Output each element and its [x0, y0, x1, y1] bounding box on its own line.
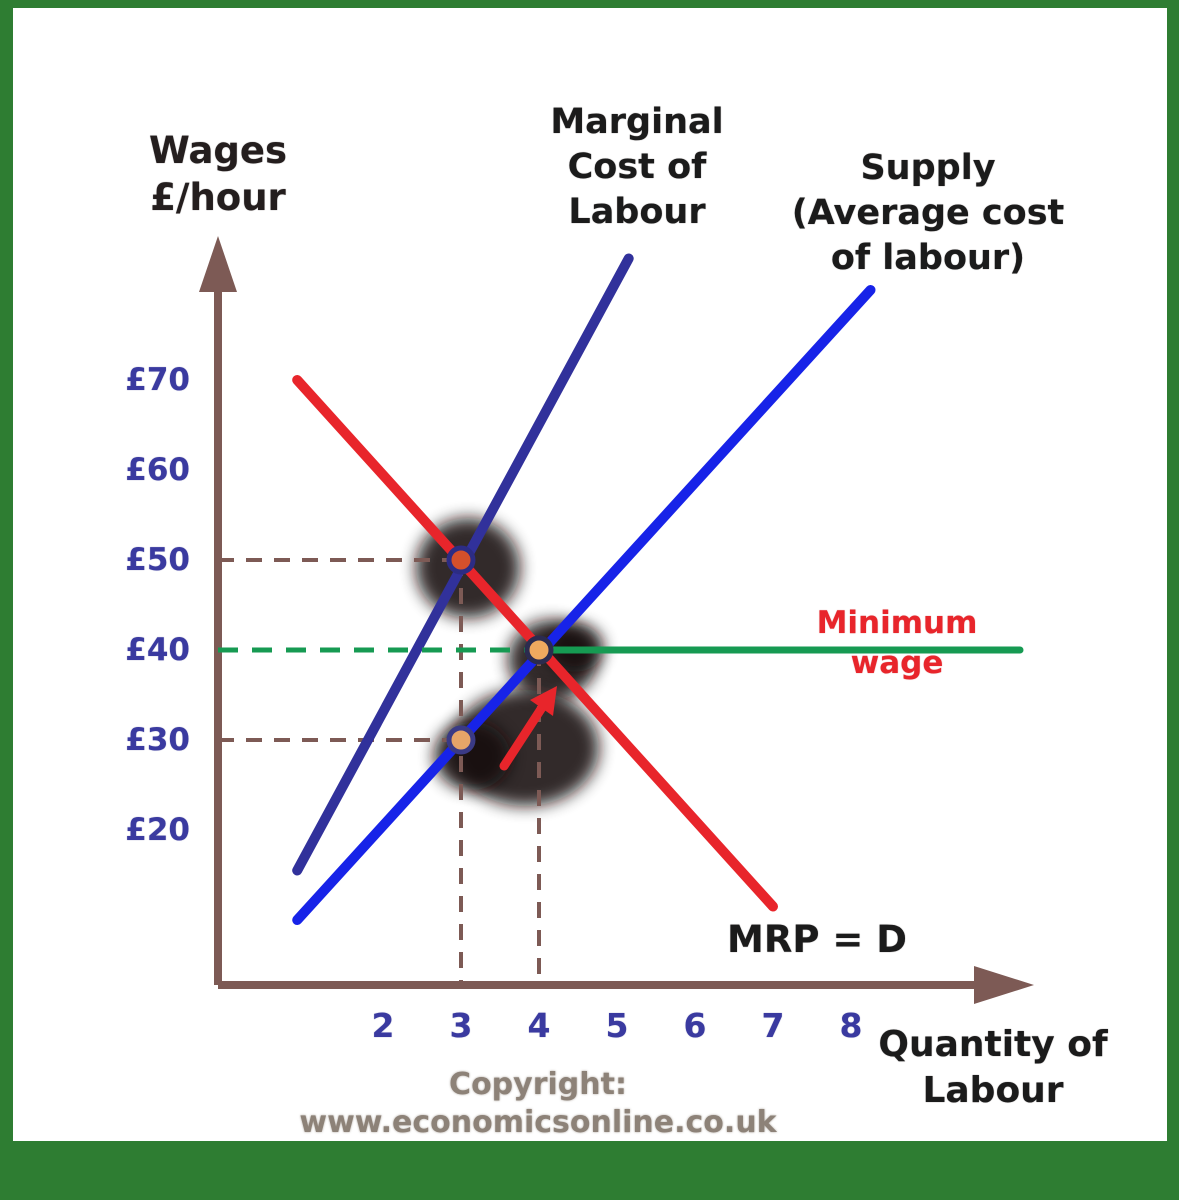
red-arrow-shaft [499, 701, 548, 771]
x-tick-label-4: 4 [527, 1006, 551, 1045]
y-tick-label-30: £30 [125, 722, 190, 758]
y-tick-label-40: £40 [125, 632, 190, 668]
x-axis-title: Quantity of Labour [878, 1022, 1108, 1114]
key-point-q4-w40 [524, 635, 554, 665]
mcl-label-line1: Marginal [550, 102, 724, 142]
supply-label-line3: of labour) [830, 237, 1026, 278]
series-line-supply-average-cost-of-labour- [292, 285, 876, 925]
x-tick-label-6: 6 [683, 1006, 707, 1045]
x-tick-label-2: 2 [371, 1006, 395, 1045]
key-point-q3-w30 [446, 725, 476, 755]
y-axis-arrowhead [199, 236, 237, 292]
x-axis-title-line1: Quantity of [878, 1024, 1108, 1065]
y-tick-label-20: £20 [125, 812, 190, 848]
supply-label-line2: (Average cost [791, 192, 1065, 233]
y-tick-label-60: £60 [125, 452, 190, 488]
key-point-q3-w50 [446, 545, 476, 575]
series-label-marginal-cost-of-labour: Marginal Cost of Labour [512, 100, 762, 234]
series-label-minimum-wage: Minimum wage [816, 605, 978, 681]
y-axis-title-line1: Wages [148, 129, 288, 172]
y-tick-label-70: £70 [125, 362, 190, 398]
y-tick-label-50: £50 [125, 542, 190, 578]
supply-label-line1: Supply [860, 148, 996, 188]
y-axis-title-line2: £/hour [150, 176, 286, 220]
red-arrow-head [530, 686, 557, 716]
x-tick-label-8: 8 [839, 1006, 863, 1045]
x-tick-label-3: 3 [449, 1006, 473, 1045]
mcl-label-line2: Cost of [567, 146, 707, 187]
series-label-mrp-d: MRP = D [727, 918, 907, 961]
mcl-label-line3: Labour [568, 191, 706, 232]
copyright-text: Copyright: www.economicsonline.co.uk [299, 1067, 777, 1141]
diagram-background [13, 8, 1167, 1141]
y-axis-title: Wages £/hour [118, 127, 318, 222]
x-tick-label-7: 7 [761, 1006, 785, 1045]
series-label-supply: Supply (Average cost of labour) [783, 146, 1073, 280]
x-tick-label-5: 5 [605, 1006, 629, 1045]
x-axis-arrowhead [974, 966, 1034, 1004]
x-axis-title-line2: Labour [922, 1070, 1064, 1112]
